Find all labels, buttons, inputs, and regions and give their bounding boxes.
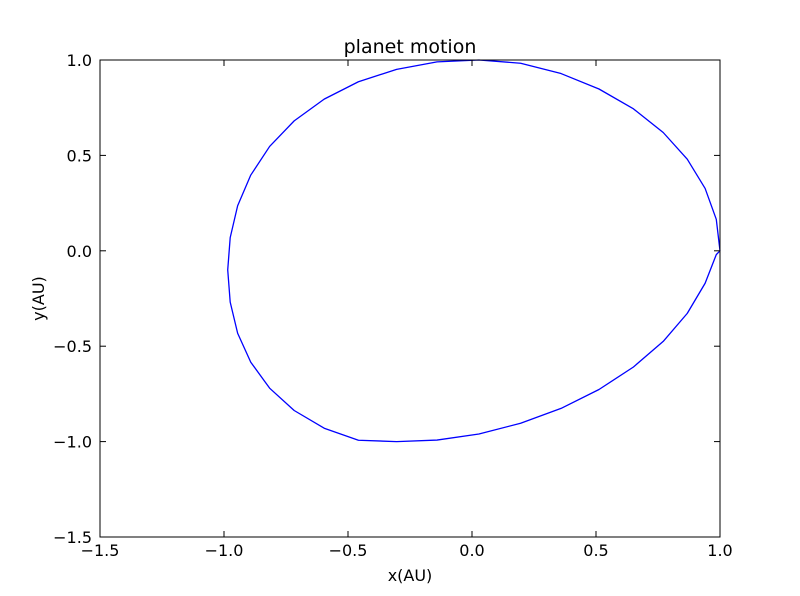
y-axis-label: y(AU) (29, 276, 48, 321)
y-tick-label: 1.0 (67, 51, 92, 70)
series-line-0 (227, 59, 721, 443)
x-tick-label: 0.5 (583, 541, 608, 560)
axes-frame (99, 59, 721, 538)
y-tick-label: 0.0 (67, 242, 92, 261)
x-tick-label: 1.0 (707, 541, 732, 560)
ticks: −1.5 −1.0 −0.5 0.0 0.5 1.0 −1.5 −1.0 −0.5 0.0 0.5 1… (53, 51, 733, 560)
x-tick-label: −0.5 (329, 541, 368, 560)
y-tick-label: −1.5 (53, 528, 92, 547)
y-tick-label: 0.5 (67, 146, 92, 165)
y-tick-label: −1.0 (53, 433, 92, 452)
chart-title: planet motion (344, 36, 477, 58)
x-tick-label: −1.5 (81, 541, 120, 560)
x-tick-label: −1.0 (205, 541, 244, 560)
y-tick-label: −0.5 (53, 337, 92, 356)
x-tick-label: 0.0 (459, 541, 484, 560)
x-axis-label: x(AU) (388, 566, 433, 585)
plot-area (227, 59, 721, 443)
